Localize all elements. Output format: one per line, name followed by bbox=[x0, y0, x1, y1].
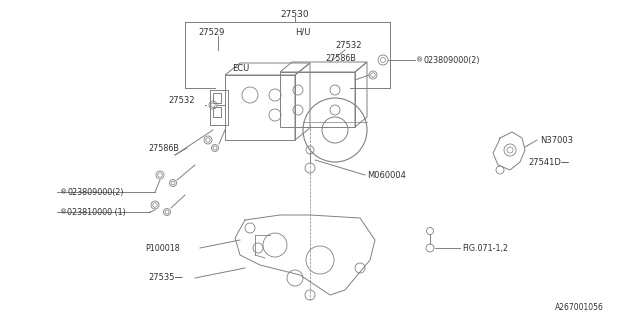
Text: ECU: ECU bbox=[232, 63, 249, 73]
Text: ®: ® bbox=[416, 57, 423, 63]
Bar bbox=[210, 90, 228, 125]
Bar bbox=[213, 107, 221, 117]
Text: 27529: 27529 bbox=[198, 28, 225, 36]
Text: 023809000(2): 023809000(2) bbox=[423, 55, 479, 65]
Text: 27586B: 27586B bbox=[325, 53, 356, 62]
Text: P100018: P100018 bbox=[145, 244, 180, 252]
Text: N37003: N37003 bbox=[540, 135, 573, 145]
Text: H/U: H/U bbox=[295, 28, 310, 36]
Bar bbox=[225, 75, 295, 140]
Text: 27541D—: 27541D— bbox=[528, 157, 569, 166]
Text: 27530: 27530 bbox=[281, 10, 309, 19]
Text: 27532: 27532 bbox=[335, 41, 362, 50]
Text: M060004: M060004 bbox=[367, 171, 406, 180]
Text: 27532: 27532 bbox=[168, 95, 195, 105]
Text: ®: ® bbox=[60, 189, 67, 195]
Bar bbox=[280, 72, 355, 127]
Text: 023809000(2): 023809000(2) bbox=[67, 188, 124, 196]
Text: A267001056: A267001056 bbox=[555, 303, 604, 313]
Text: 27535—: 27535— bbox=[148, 274, 183, 283]
Text: 27586B: 27586B bbox=[148, 143, 179, 153]
Bar bbox=[213, 93, 221, 103]
Text: ®: ® bbox=[60, 209, 67, 215]
Text: FIG.071-1,2: FIG.071-1,2 bbox=[462, 244, 508, 252]
Text: 023810000 (1): 023810000 (1) bbox=[67, 207, 125, 217]
